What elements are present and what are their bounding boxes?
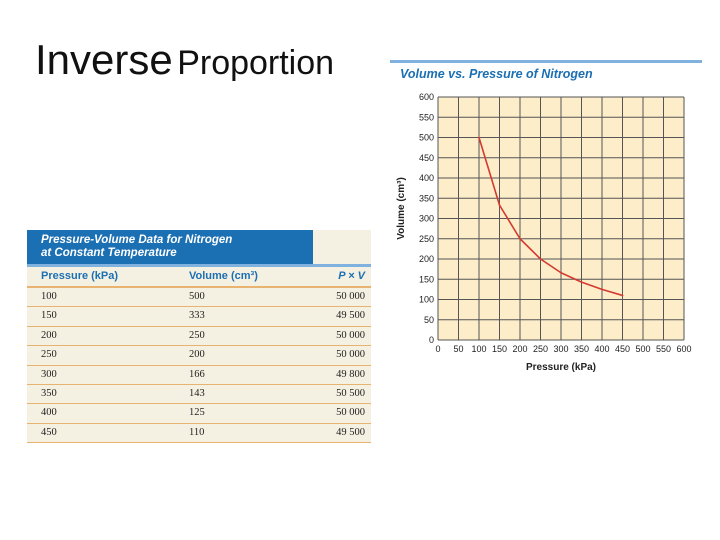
- x-tick-label: 550: [656, 344, 671, 354]
- data-point: [519, 237, 521, 240]
- table-title-strip: [313, 230, 371, 264]
- data-point: [601, 288, 603, 291]
- volume-cell: 125: [189, 407, 205, 419]
- table-body: 100 500 50 000 150 333 49 500 200 250 50 000 250 2…: [27, 288, 371, 444]
- pressure-volume-table: Pressure-Volume Data for Nitrogen at Con…: [27, 230, 371, 444]
- table-row: 400 125 50 000: [27, 404, 371, 424]
- y-tick-label: 450: [419, 153, 434, 163]
- data-point: [560, 271, 562, 274]
- x-tick-label: 450: [615, 344, 630, 354]
- x-tick-label: 150: [492, 344, 507, 354]
- x-tick-label: 250: [533, 344, 548, 354]
- column-header-volume: Volume (cm³): [189, 270, 258, 282]
- pressure-cell: 300: [41, 368, 57, 380]
- x-tick-label: 300: [553, 344, 568, 354]
- slide-title-word-1: Inverse: [35, 36, 173, 83]
- chart-panel: 0 50 100 150 200 250 300 350 400 450 500 550 600 0 50 1…: [390, 60, 702, 380]
- x-tick-label: 350: [574, 344, 589, 354]
- table-row: 150 333 49 500: [27, 307, 371, 327]
- data-point: [539, 258, 542, 260]
- table-title-line-1: Pressure-Volume Data for Nitrogen: [41, 234, 233, 246]
- x-axis-label: Pressure (kPa): [526, 362, 596, 373]
- data-point: [498, 204, 501, 207]
- pv-cell: 50 000: [336, 329, 365, 341]
- table-row: 100 500 50 000: [27, 288, 371, 308]
- volume-cell: 250: [189, 329, 205, 341]
- pv-cell: 49 500: [336, 426, 365, 438]
- chart-title: Volume vs. Pressure of Nitrogen: [400, 67, 593, 81]
- volume-cell: 166: [189, 368, 205, 380]
- volume-cell: 110: [189, 426, 205, 438]
- pv-cell: 50 500: [336, 387, 365, 399]
- volume-pressure-chart: 0 50 100 150 200 250 300 350 400 450 500 550 600 0 50 1…: [390, 60, 702, 373]
- pv-cell: 50 000: [336, 407, 365, 419]
- y-tick-label: 200: [419, 254, 434, 264]
- pv-cell: 50 000: [336, 291, 365, 302]
- pv-cell: 50 000: [336, 349, 365, 361]
- table-row: 250 200 50 000: [27, 346, 371, 366]
- y-tick-label: 350: [419, 193, 434, 203]
- header-divider: [27, 286, 371, 288]
- volume-series-line: [478, 137, 623, 297]
- x-tick-label: 500: [635, 344, 650, 354]
- x-tick-label: 400: [594, 344, 609, 354]
- slide-title: Inverse Proportion: [35, 36, 334, 84]
- pressure-cell: 450: [41, 426, 57, 438]
- x-tick-label: 100: [471, 344, 486, 354]
- volume-cell: 333: [189, 310, 205, 322]
- pressure-cell: 150: [41, 310, 57, 322]
- y-tick-label: 250: [419, 234, 434, 244]
- x-tick-label: 200: [512, 344, 527, 354]
- pressure-cell: 350: [41, 387, 57, 399]
- pressure-cell: 400: [41, 407, 57, 419]
- table-row: 200 250 50 000: [27, 327, 371, 347]
- x-tick-label: 600: [676, 344, 691, 354]
- data-point: [478, 136, 480, 139]
- pressure-cell: 100: [41, 291, 57, 302]
- column-header-pressure: Pressure (kPa): [41, 270, 119, 282]
- column-header-pv: P × V: [338, 270, 365, 282]
- table-row: 300 166 49 800: [27, 366, 371, 385]
- table-row: 350 143 50 500: [27, 385, 371, 405]
- y-tick-label: 50: [424, 315, 434, 325]
- data-point: [621, 294, 624, 297]
- table-title-rule: [27, 264, 371, 267]
- pv-cell: 49 800: [336, 368, 365, 380]
- table-row: 450 110 49 500: [27, 424, 371, 444]
- data-point: [580, 281, 583, 283]
- y-tick-label: 150: [419, 274, 434, 284]
- y-tick-label: 0: [429, 335, 434, 345]
- table-title-line-2: at Constant Temperature: [41, 247, 177, 259]
- volume-cell: 500: [189, 291, 205, 302]
- y-axis-label: Volume (cm³): [396, 177, 407, 240]
- y-tick-label: 600: [419, 92, 434, 102]
- volume-cell: 143: [189, 387, 205, 399]
- y-tick-label: 550: [419, 112, 434, 122]
- y-tick-label: 300: [419, 214, 434, 224]
- pressure-cell: 250: [41, 349, 57, 361]
- table-title: Pressure-Volume Data for Nitrogen at Con…: [27, 230, 313, 264]
- x-tick-label: 0: [435, 344, 440, 354]
- y-tick-label: 500: [419, 133, 434, 143]
- slide-title-word-2: Proportion: [177, 44, 335, 82]
- volume-cell: 200: [189, 349, 205, 361]
- y-tick-label: 100: [419, 295, 434, 305]
- pressure-cell: 200: [41, 329, 57, 341]
- x-tick-label: 50: [453, 344, 463, 354]
- pv-cell: 49 500: [336, 310, 365, 322]
- y-tick-label: 400: [419, 173, 434, 183]
- chart-top-rule: [390, 60, 702, 63]
